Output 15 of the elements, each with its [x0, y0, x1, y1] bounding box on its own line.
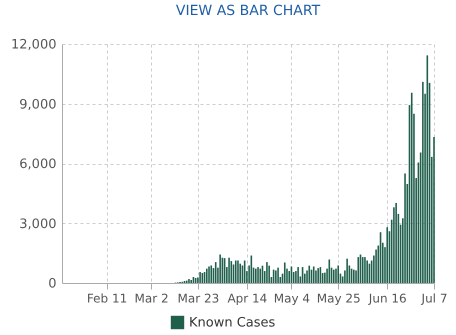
y-tick-label: 6,000 — [19, 157, 56, 172]
legend-label: Known Cases — [189, 316, 276, 330]
x-tick-label: May 4 — [274, 292, 310, 306]
y-tick-label: 9,000 — [19, 97, 56, 112]
y-tick-label: 0 — [48, 276, 56, 292]
x-tick-label: Jun 16 — [368, 292, 407, 306]
y-tick-label: 12,000 — [11, 38, 56, 52]
x-tick-label: Mar 2 — [134, 292, 169, 306]
x-tick-label: Feb 11 — [86, 292, 128, 306]
y-tick-label: 3,000 — [19, 216, 56, 232]
x-tick-label: May 25 — [316, 292, 361, 306]
x-tick-label: Mar 23 — [178, 292, 220, 306]
x-tick-label: Jul 7 — [420, 292, 448, 306]
x-tick-label: Apr 14 — [227, 292, 268, 306]
chart-title: VIEW AS BAR CHART — [176, 3, 321, 19]
